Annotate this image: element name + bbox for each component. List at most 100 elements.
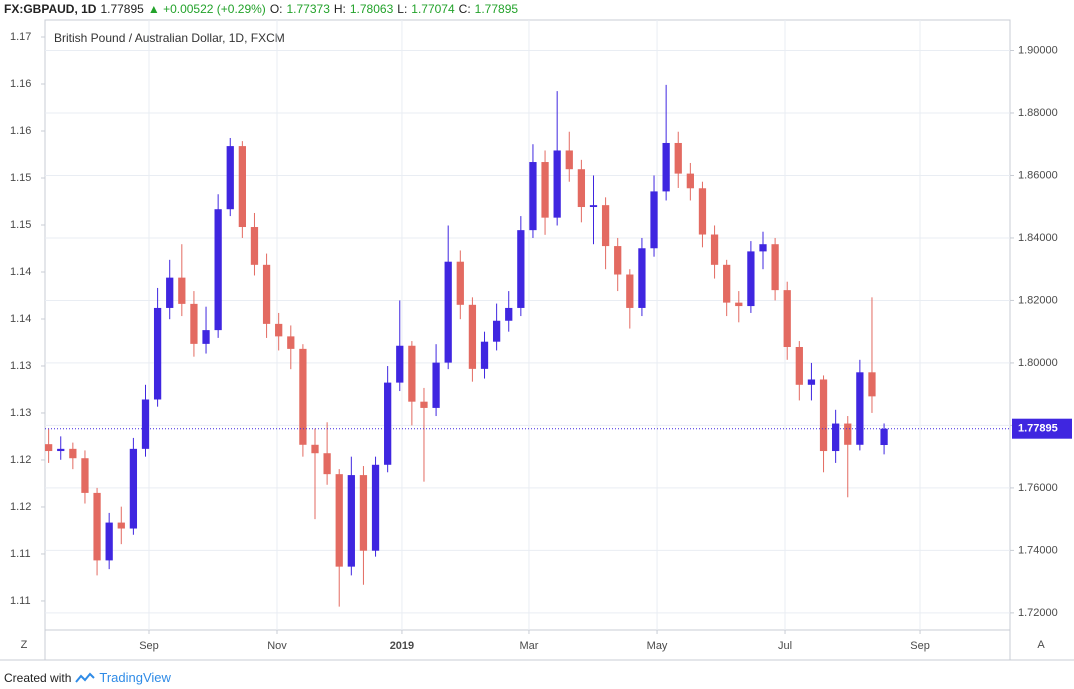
candle-body [444,261,452,363]
y-tick-label: 1.86000 [1018,169,1058,181]
candle-body [45,444,53,452]
candle-body [335,474,343,567]
candle-body [589,205,598,208]
candle-body [541,162,549,218]
x-tick-label: May [647,640,668,652]
auto-scale-button[interactable]: A [1037,639,1045,651]
candle-body [577,169,586,208]
candle-body [492,320,501,342]
candle-body [105,522,113,561]
y2-tick-label: 1.14 [10,266,31,278]
grid [45,20,1010,630]
candle-body [735,302,743,307]
y2-tick-label: 1.13 [10,360,31,372]
candle-body [117,522,125,529]
footer: Created with TradingView [4,670,171,685]
candle-body [614,246,622,275]
open-value: 1.77373 [286,2,330,16]
high-value: 1.78063 [349,2,394,16]
candle-body [795,346,803,385]
candle-body [347,475,355,567]
logo [75,672,96,683]
candle-body [153,307,162,400]
candle-body [323,453,331,475]
candle-body [432,362,440,408]
y2-tick-label: 1.17 [10,31,31,43]
y2-tick-label: 1.12 [10,501,31,513]
header: FX:GBPAUD, 1D 1.77895 ▲ +0.00522 (+0.29%… [4,2,518,16]
candle-body [166,277,174,308]
candle-body [141,399,150,449]
candle-body [81,458,89,493]
candle-body [311,444,319,454]
candle-body [565,150,573,170]
candle-body [626,274,634,308]
x-tick-label: 2019 [390,640,414,652]
x-tick-label: Sep [139,640,159,652]
candle-body [674,142,682,174]
y2-tick-label: 1.15 [10,219,31,231]
candle-body [359,475,368,551]
y2-tick-label: 1.16 [10,78,31,90]
candle-body [214,209,222,331]
candle-body [747,251,755,307]
low-label: L: [397,2,408,16]
brand[interactable]: TradingView [99,670,171,685]
candle-body [698,188,707,235]
candle-body [57,448,65,452]
candle-body [287,336,295,349]
x-tick-label: Jul [778,640,792,652]
footer-text: Created with [4,670,72,685]
last-price: 1.77895 [100,2,144,16]
candle-body [226,146,234,210]
candle-body [759,244,767,252]
close-value: 1.77895 [474,2,519,16]
candle-body [129,448,138,529]
plot-frame [44,19,1011,631]
y-tick-label: 1.76000 [1018,482,1058,494]
candle-body [262,264,271,324]
candle-body [238,146,246,228]
candle-body [686,173,694,189]
candle-body [371,464,380,551]
candle-body [178,277,186,304]
y-tick-label: 1.82000 [1018,294,1058,306]
candle-body [771,244,779,291]
candle-body [662,142,670,192]
y-tick-label: 1.72000 [1018,607,1058,619]
candle-body [69,448,77,459]
candle-body [275,323,283,337]
candle-body [650,191,658,249]
x-tick-label: Mar [519,640,538,652]
chart-title: British Pound / Australian Dollar, 1D, F… [54,31,285,45]
candle-body [638,248,646,308]
candle-body [480,341,489,369]
candle-body [819,379,828,452]
candle-body [190,303,198,344]
candle-body [844,423,852,445]
candle-body [468,304,477,369]
zoom-button[interactable]: Z [21,639,28,651]
candle-body [408,345,416,402]
candle-body [505,307,513,321]
candle-body [420,401,428,408]
y2-tick-label: 1.11 [10,548,31,560]
y-tick-label: 1.84000 [1018,232,1058,244]
candle-body [384,382,392,465]
candle-body [832,423,840,452]
candle-body [250,227,259,265]
candle-body [723,264,731,303]
y2-tick-label: 1.13 [10,407,31,419]
last-price-tag [1012,418,1072,439]
close-label: C: [458,2,471,16]
low-value: 1.77074 [411,2,455,16]
y-tick-label: 1.88000 [1018,107,1058,119]
change: ▲ +0.00522 (+0.29%) [147,2,266,16]
candle-body [299,348,307,445]
candle-body [710,234,719,265]
symbol: FX:GBPAUD, 1D [4,2,97,16]
open-label: O: [269,2,283,16]
y-tick-label: 1.80000 [1018,357,1058,369]
